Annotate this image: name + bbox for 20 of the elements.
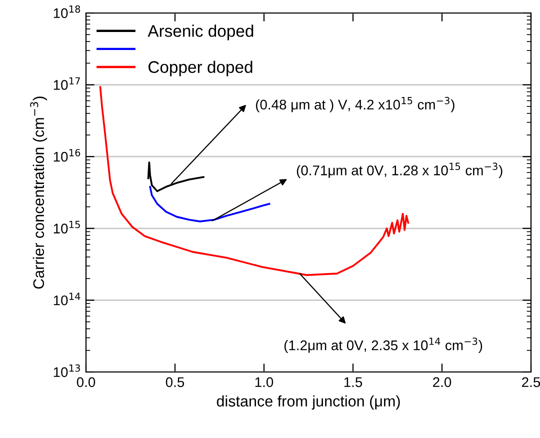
annotation: (0.71μm at 0V, 1.28 x 10$^{15}$ cm$^{−3}$) xyxy=(296,162,502,178)
x-tick-label: 2.5 xyxy=(522,377,540,388)
x-tick-label: 0.5 xyxy=(166,377,184,388)
y-axis-title: Carrier concentration (cm$^{−3}$) xyxy=(30,96,48,289)
line-series xyxy=(149,186,270,222)
y-tick-label: 10$^{16}$ xyxy=(54,148,80,162)
y-tick-label: 10$^{18}$ xyxy=(54,5,80,18)
x-axis-title: distance from junction (μm) xyxy=(216,395,400,410)
x-tick-label: 1.5 xyxy=(344,377,362,388)
y-tick-label: 10$^{14}$ xyxy=(54,292,80,306)
x-tick-label: 0.0 xyxy=(76,377,96,388)
legend-label: Copper doped xyxy=(148,60,252,76)
y-tick-label: 10$^{13}$ xyxy=(54,364,80,378)
annotation: (1.2μm at 0V, 2.35 x 10$^{14}$ cm$^{−3}$) xyxy=(284,338,482,353)
y-tick-label: 10$^{17}$ xyxy=(54,77,80,90)
x-tick-label: 1.0 xyxy=(255,377,274,388)
x-tick-label: 2.0 xyxy=(433,377,452,388)
annotation: (0.48 μm at ) V, 4.2 x10$^{15}$ cm$^{−3}$) xyxy=(256,96,454,112)
legend-label: Arsenic doped xyxy=(148,24,254,40)
y-tick-label: 10$^{15}$ xyxy=(54,220,80,234)
